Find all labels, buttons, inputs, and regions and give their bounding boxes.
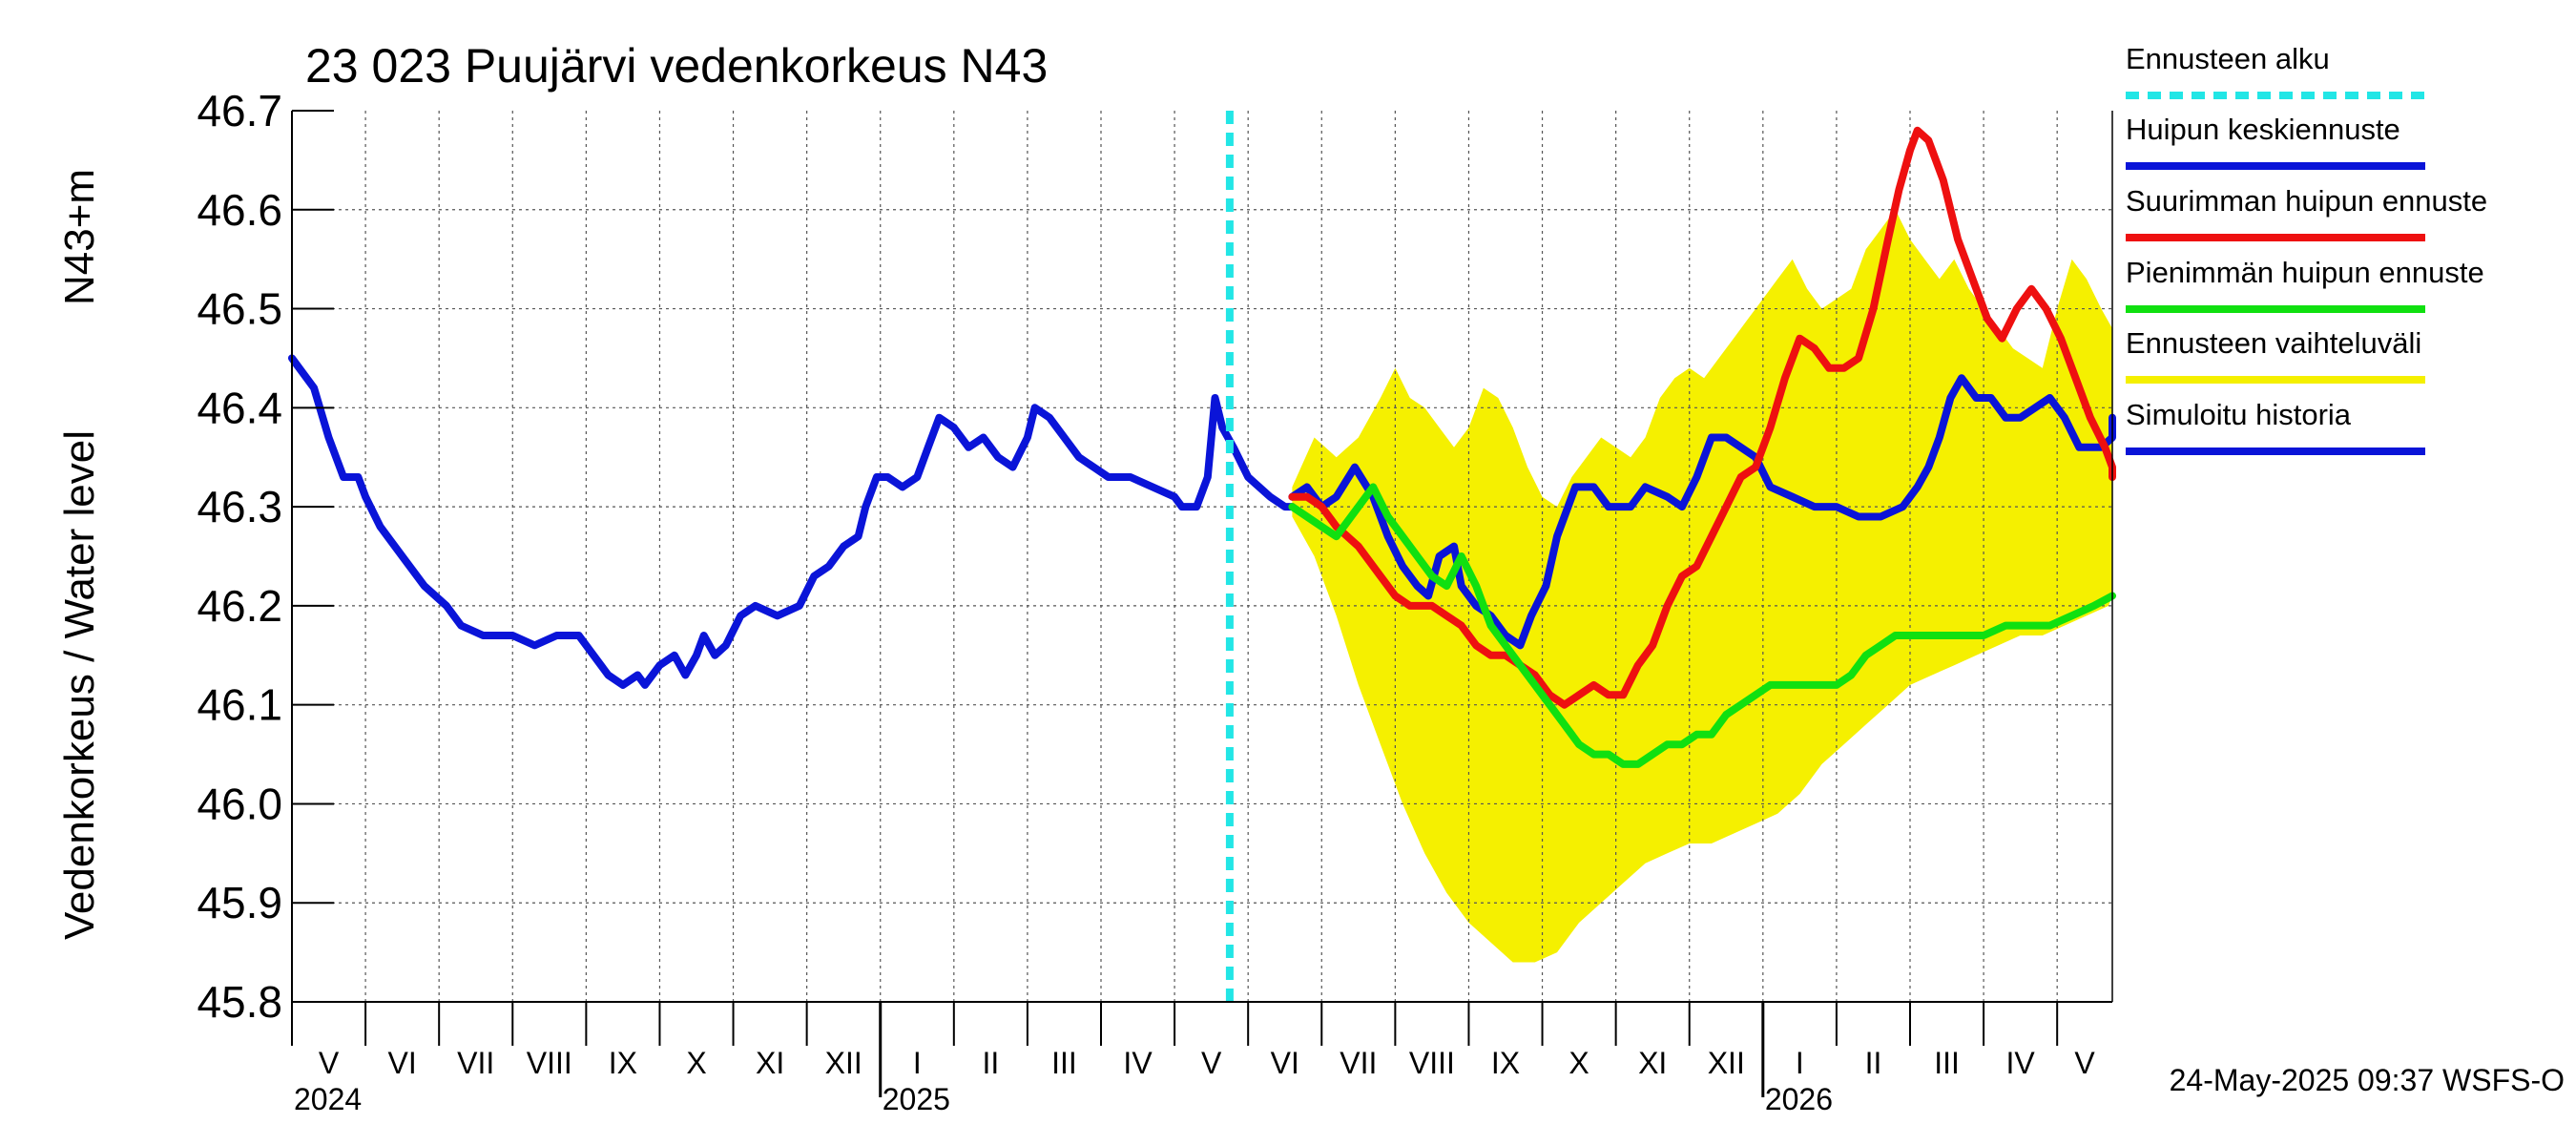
y-tick-label: 46.2: [197, 581, 282, 631]
grid-lines: [292, 111, 2112, 1002]
forecast-band-area: [1292, 209, 2112, 963]
x-month-label: II: [1865, 1046, 1882, 1080]
y-tick-label: 46.5: [197, 284, 282, 334]
chart-title: 23 023 Puujärvi vedenkorkeus N43: [305, 39, 1048, 93]
x-year-label: 2025: [883, 1082, 950, 1116]
legend: Ennusteen alku Huipun keskiennuste Suurimm…: [2126, 42, 2487, 455]
x-month-label: XII: [825, 1046, 862, 1080]
y-tick-label: 46.3: [197, 482, 282, 531]
legend-label: Simuloitu historia: [2126, 398, 2352, 431]
y-tick-label: 46.4: [197, 383, 282, 432]
legend-label: Ennusteen vaihteluväli: [2126, 326, 2421, 360]
x-year-label: 2026: [1765, 1082, 1833, 1116]
plot-axes: [291, 111, 2113, 1046]
y-axis-label: Vedenkorkeus / Water level: [56, 430, 103, 940]
legend-label: Huipun keskiennuste: [2126, 113, 2400, 146]
y-tick-label: 46.0: [197, 779, 282, 828]
y-tick-label: 46.7: [197, 86, 282, 135]
legend-label: Pienimmän huipun ennuste: [2126, 256, 2484, 289]
x-month-label: VIII: [1409, 1046, 1455, 1080]
x-month-label: IX: [609, 1046, 637, 1080]
x-month-label: IV: [1123, 1046, 1153, 1080]
legend-label: Ennusteen alku: [2126, 42, 2330, 75]
y-tick-label: 45.9: [197, 878, 282, 927]
series-line-suurimman-huipun-ennuste: [1288, 126, 2116, 709]
x-month-label: II: [982, 1046, 999, 1080]
x-month-label: VII: [1340, 1046, 1377, 1080]
x-month-label: X: [1568, 1046, 1589, 1080]
x-month-label: III: [1051, 1046, 1077, 1080]
y-tick-label: 46.6: [197, 185, 282, 235]
y-tick-label: 46.1: [197, 680, 282, 730]
x-month-label: V: [1201, 1046, 1222, 1080]
y-axis-unit-label: N43+m: [56, 169, 103, 305]
x-month-label: XI: [756, 1046, 784, 1080]
forecast-range-band: [1292, 209, 2112, 963]
y-tick-label: 45.8: [197, 977, 282, 1027]
x-month-label: X: [686, 1046, 706, 1080]
series-line-simuloitu-historia: [288, 354, 1297, 689]
x-month-label: VIII: [527, 1046, 572, 1080]
x-month-label: V: [2074, 1046, 2095, 1080]
legend-label: Suurimman huipun ennuste: [2126, 184, 2487, 218]
x-month-label: I: [913, 1046, 922, 1080]
x-year-label: 2024: [294, 1082, 362, 1116]
y-axis-ticks: 45.8 45.9 46.0 46.1 46.2 46.3 46.4 46.5 46.6 46.7: [197, 86, 334, 1027]
x-month-label: V: [319, 1046, 340, 1080]
series-line-pienimm-n-huipun-ennuste: [1288, 483, 2116, 768]
timestamp-footer: 24-May-2025 09:37 WSFS-O: [2170, 1063, 2565, 1097]
series-lines: [288, 126, 2116, 768]
x-month-label: VI: [388, 1046, 417, 1080]
x-month-label: IX: [1491, 1046, 1520, 1080]
x-month-label: VII: [457, 1046, 494, 1080]
x-month-label: VI: [1271, 1046, 1299, 1080]
x-axis-ticks: V VI VII VIII IX X XI XII I II III IV V VI VII VIII IX X X…: [291, 1002, 2095, 1116]
x-month-label: III: [1934, 1046, 1960, 1080]
x-month-label: IV: [2006, 1046, 2036, 1080]
x-month-label: I: [1796, 1046, 1804, 1080]
x-month-label: XI: [1638, 1046, 1667, 1080]
series-line-huipun-keskiennuste: [1288, 374, 2116, 650]
x-month-label: XII: [1708, 1046, 1745, 1080]
